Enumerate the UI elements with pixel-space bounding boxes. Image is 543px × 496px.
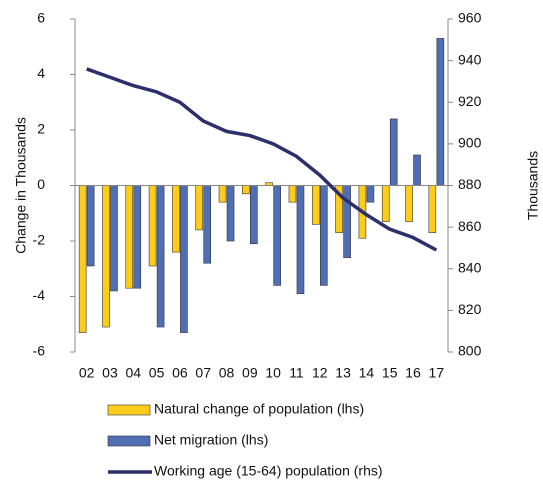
x-tick-label: 10 (265, 365, 281, 381)
bar (242, 185, 250, 195)
bar (172, 185, 180, 253)
y2-tick-label: 860 (458, 218, 482, 234)
bar (405, 185, 413, 222)
y2-axis-label: Thousands (525, 151, 541, 220)
bar (180, 185, 188, 333)
legend-swatch (107, 404, 151, 416)
bar (78, 185, 87, 333)
bar (133, 185, 142, 289)
bar (148, 185, 157, 267)
y-axis-label: Change in Thousands (13, 117, 29, 254)
bar (156, 185, 165, 328)
y-tick-label: 4 (37, 65, 45, 81)
x-tick-label: 08 (219, 365, 235, 381)
y-tick-label: -4 (33, 287, 46, 303)
legend-swatch (107, 435, 151, 447)
bar (343, 185, 351, 258)
y-tick-label: -6 (33, 343, 46, 359)
x-tick-label: 12 (312, 365, 328, 381)
y2-tick-label: 800 (458, 343, 482, 359)
x-tick-label: 03 (102, 365, 118, 381)
bar (296, 185, 305, 295)
bar (436, 38, 445, 186)
bar (226, 185, 235, 242)
bar (413, 154, 421, 186)
bar (86, 185, 95, 267)
x-tick-label: 15 (382, 365, 398, 381)
y2-tick-label: 960 (458, 10, 482, 26)
bar (203, 185, 212, 264)
x-tick-label: 05 (149, 365, 165, 381)
legend-label: Natural change of population (lhs) (154, 401, 364, 417)
y-tick-label: 0 (37, 176, 45, 192)
bar (250, 185, 258, 245)
x-tick-label: 13 (335, 365, 351, 381)
legend-label: Working age (15-64) population (rhs) (154, 463, 383, 479)
y-tick-label: 6 (37, 10, 45, 26)
bar (102, 185, 110, 328)
bar (428, 185, 437, 233)
y2-tick-label: 900 (458, 135, 482, 151)
y-tick-label: -2 (33, 232, 46, 248)
x-tick-label: 14 (359, 365, 375, 381)
bar (389, 118, 398, 186)
y2-tick-label: 840 (458, 259, 482, 275)
x-tick-label: 06 (172, 365, 188, 381)
x-tick-label: 17 (429, 365, 445, 381)
bar (273, 185, 281, 286)
x-tick-label: 07 (195, 365, 211, 381)
bar (288, 185, 297, 203)
legend-label: Net migration (lhs) (154, 432, 268, 448)
x-tick-label: 02 (79, 365, 95, 381)
bar (319, 185, 328, 286)
y2-tick-label: 820 (458, 301, 482, 317)
y-tick-label: 2 (37, 121, 45, 137)
bar (125, 185, 134, 289)
bar (381, 185, 390, 222)
line (86, 67, 438, 252)
x-tick-label: 11 (289, 365, 304, 381)
x-tick-label: 16 (405, 365, 421, 381)
bar (366, 185, 375, 203)
x-tick-label: 04 (125, 365, 141, 381)
bar (195, 185, 204, 231)
y2-tick-label: 880 (458, 176, 482, 192)
y2-tick-label: 920 (458, 93, 482, 109)
bar (110, 185, 118, 292)
x-tick-label: 09 (242, 365, 258, 381)
y2-tick-label: 940 (458, 51, 482, 67)
bar (218, 185, 227, 203)
bar (311, 185, 320, 225)
